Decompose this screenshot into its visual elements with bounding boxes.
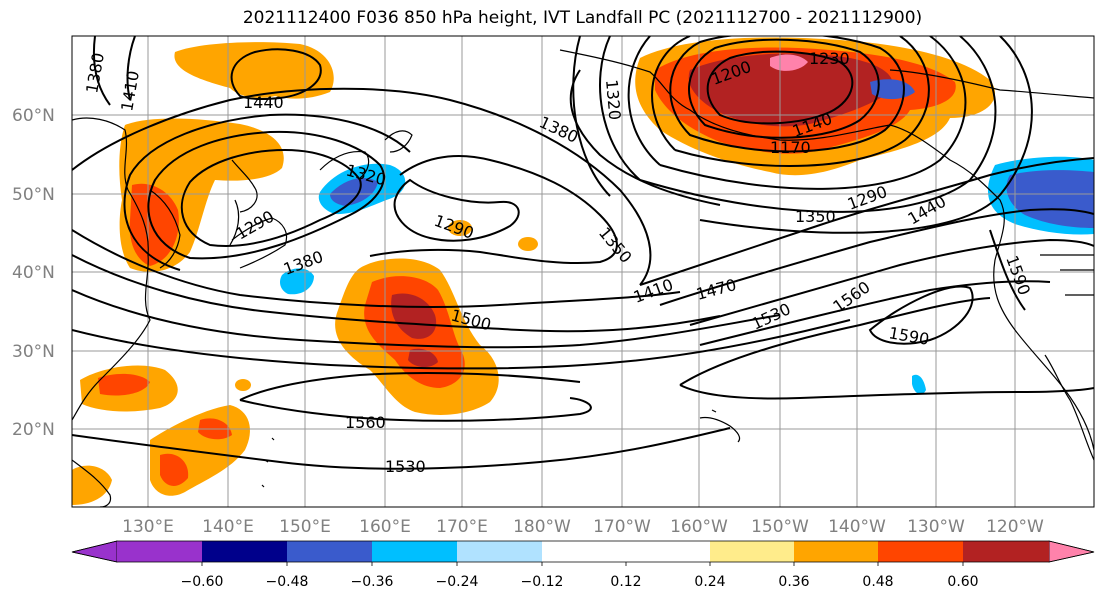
lat-axis-labels: 60°N 50°N 40°N 30°N 20°N bbox=[12, 106, 55, 440]
colorbar-bin bbox=[542, 541, 626, 562]
map-title: 2021112400 F036 850 hPa height, IVT Land… bbox=[242, 8, 923, 28]
lon-label: 130°E bbox=[122, 517, 174, 537]
colorbar-bin bbox=[878, 541, 963, 562]
lon-label: 140°E bbox=[202, 517, 254, 537]
shade-central-pac-4 bbox=[408, 348, 438, 368]
height-contours bbox=[72, 36, 1094, 470]
colorbar-tick-label: −0.12 bbox=[521, 574, 564, 590]
colorbar-bin bbox=[372, 541, 457, 562]
lon-label: 160°E bbox=[359, 517, 411, 537]
shade-asia-north bbox=[174, 42, 334, 99]
shade-spot-3 bbox=[235, 379, 251, 391]
lon-label: 150°W bbox=[751, 517, 809, 537]
shade-spot-2 bbox=[448, 220, 472, 236]
shade-neg-coast-2 bbox=[1006, 170, 1094, 228]
lon-label: 170°E bbox=[436, 517, 488, 537]
colorbar-tick-label: −0.48 bbox=[266, 574, 309, 590]
shade-sw-2 bbox=[98, 373, 150, 396]
lat-label: 30°N bbox=[12, 342, 55, 362]
lat-label: 60°N bbox=[12, 106, 55, 126]
lon-label: 160°W bbox=[670, 517, 728, 537]
colorbar-bin bbox=[202, 541, 287, 562]
contour-label: 1320 bbox=[602, 79, 624, 121]
lat-label: 40°N bbox=[12, 263, 55, 283]
shade-neg-small bbox=[912, 374, 926, 395]
colorbar-tick-label: 0.12 bbox=[610, 574, 641, 590]
contour-label: 1560 bbox=[345, 413, 386, 432]
colorbar-bin bbox=[963, 541, 1049, 562]
colorbar-extend-right bbox=[1048, 540, 1095, 563]
colorbar-tick-label: 0.24 bbox=[694, 574, 725, 590]
map-area: 1380 1410 1440 1320 1290 1380 1290 1350 … bbox=[72, 36, 1094, 507]
colorbar-bin bbox=[457, 541, 542, 562]
lon-label: 150°E bbox=[279, 517, 331, 537]
colorbar-bin bbox=[710, 541, 794, 562]
lon-axis-labels: 130°E 140°E 150°E 160°E 170°E 180°W 170°… bbox=[122, 517, 1044, 537]
colorbar-tick-label: 0.36 bbox=[778, 574, 809, 590]
lon-label: 130°W bbox=[907, 517, 965, 537]
map-frame bbox=[71, 35, 1095, 508]
colorbar-tick-label: −0.24 bbox=[436, 574, 479, 590]
shade-sw-6 bbox=[72, 465, 112, 505]
contour-label: 1170 bbox=[770, 138, 811, 157]
colorbar-bin bbox=[287, 541, 372, 562]
colorbar-ticks bbox=[201, 562, 964, 566]
colorbar-tick-label: 0.48 bbox=[862, 574, 893, 590]
lat-label: 20°N bbox=[12, 420, 55, 440]
shade-alaska-3 bbox=[688, 53, 893, 127]
shade-neg-kamchatka-2 bbox=[330, 178, 378, 206]
contour-label: 1440 bbox=[243, 93, 284, 112]
colorbar-bin bbox=[117, 541, 202, 562]
colorbar-extend-left bbox=[71, 540, 118, 563]
colorbar-tick-label: −0.60 bbox=[181, 574, 224, 590]
shade-sw-4 bbox=[160, 453, 189, 486]
contour-label: 1350 bbox=[795, 207, 836, 226]
contour-label: 1230 bbox=[809, 49, 850, 68]
colorbar-tick-labels: −0.60 −0.48 −0.36 −0.24 −0.12 0.12 0.24 … bbox=[181, 574, 979, 590]
shade-spot-1 bbox=[518, 237, 538, 251]
lon-label: 170°W bbox=[593, 517, 651, 537]
gridlines bbox=[72, 36, 1094, 507]
colorbar-tick-label: −0.36 bbox=[351, 574, 394, 590]
lon-label: 180°W bbox=[513, 517, 571, 537]
lon-label: 120°W bbox=[986, 517, 1044, 537]
colorbar-outline bbox=[71, 540, 1095, 563]
lat-label: 50°N bbox=[12, 185, 55, 205]
colorbar-tick-label: 0.60 bbox=[947, 574, 978, 590]
colorbar-bin bbox=[794, 541, 878, 562]
colorbar-bin bbox=[626, 541, 710, 562]
lon-label: 140°W bbox=[828, 517, 886, 537]
colorbar: −0.60 −0.48 −0.36 −0.24 −0.12 0.12 0.24 … bbox=[71, 540, 1095, 590]
shade-central-pac-3 bbox=[391, 293, 437, 339]
contour-label: 1530 bbox=[385, 457, 426, 476]
